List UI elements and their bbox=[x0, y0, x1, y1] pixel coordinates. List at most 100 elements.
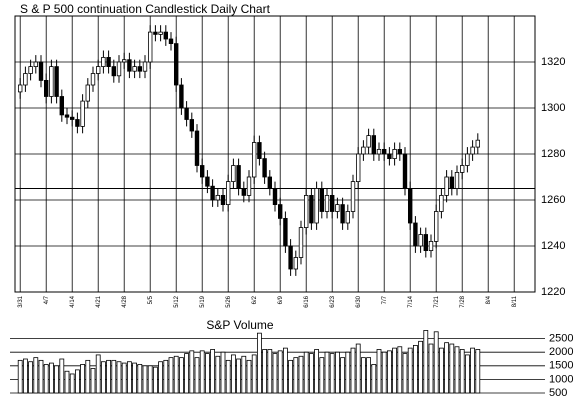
candle-body bbox=[184, 107, 189, 120]
volume-bar bbox=[106, 359, 111, 394]
candle-body bbox=[470, 146, 475, 155]
candle-body bbox=[122, 59, 127, 63]
candle-body bbox=[220, 194, 226, 205]
volume-bar bbox=[246, 359, 252, 394]
volume-bar bbox=[168, 357, 174, 394]
volume-bar bbox=[475, 349, 481, 394]
candle-body bbox=[329, 194, 335, 212]
candle-body bbox=[163, 31, 168, 40]
candle-body bbox=[371, 135, 376, 155]
volume-bar bbox=[90, 368, 96, 394]
y-tick-label: 1280 bbox=[541, 148, 565, 160]
candle-body bbox=[153, 31, 158, 35]
x-tick-label: 8/4 bbox=[486, 295, 492, 304]
volume-bar bbox=[454, 346, 460, 394]
volume-bar bbox=[402, 353, 408, 394]
candle-body bbox=[459, 165, 465, 173]
candle-body bbox=[127, 59, 132, 72]
candle-body bbox=[215, 194, 220, 201]
candle-body bbox=[324, 194, 330, 212]
volume-bar bbox=[33, 357, 39, 394]
candle-body bbox=[361, 146, 366, 155]
volume-bar bbox=[59, 358, 65, 394]
y-tick-label: 1500 bbox=[549, 360, 573, 372]
volume-bar bbox=[64, 370, 70, 394]
x-tick-label: 7/14 bbox=[408, 295, 414, 307]
candle-body bbox=[454, 171, 460, 189]
volume-bar bbox=[147, 365, 153, 394]
candle-body bbox=[59, 96, 64, 116]
volume-bar bbox=[464, 354, 470, 394]
candle-body bbox=[70, 116, 75, 120]
y-tick-label: 1260 bbox=[541, 194, 565, 206]
candle-body bbox=[277, 204, 283, 219]
volume-bar bbox=[220, 351, 226, 394]
candle-body bbox=[309, 194, 314, 224]
candle-body bbox=[272, 188, 278, 206]
x-tick-label: 4/28 bbox=[122, 295, 128, 307]
volume-bar bbox=[293, 357, 299, 394]
x-tick-label: 7/21 bbox=[434, 295, 440, 307]
volume-bar bbox=[282, 347, 288, 394]
volume-bar bbox=[121, 362, 127, 394]
candle-body bbox=[111, 66, 116, 77]
volume-bar bbox=[132, 362, 138, 394]
volume-bar bbox=[69, 373, 75, 394]
volume-bar bbox=[189, 350, 195, 394]
candle-body bbox=[132, 66, 137, 72]
candle-body bbox=[428, 240, 434, 251]
candle-body bbox=[413, 222, 418, 247]
candle-body bbox=[210, 185, 215, 201]
volume-title: S&P Volume bbox=[206, 318, 273, 332]
candle-body bbox=[335, 204, 340, 212]
y-tick-label: 1320 bbox=[541, 56, 565, 68]
candle-body bbox=[236, 165, 241, 189]
candle-body bbox=[319, 188, 324, 212]
volume-bar bbox=[163, 359, 169, 394]
candle-body bbox=[85, 84, 90, 102]
volume-bar bbox=[423, 330, 429, 394]
candle-body bbox=[33, 61, 38, 67]
candle-body bbox=[298, 227, 304, 258]
volume-bar bbox=[142, 365, 148, 394]
volume-bar bbox=[407, 347, 413, 394]
volume-bar bbox=[355, 343, 361, 394]
candle-body bbox=[376, 148, 382, 155]
volume-bar bbox=[158, 361, 164, 394]
x-tick-label: 4/7 bbox=[44, 295, 50, 304]
volume-bar bbox=[194, 357, 200, 394]
volume-bar bbox=[210, 349, 216, 394]
volume-bar bbox=[215, 355, 221, 394]
x-tick-label: 5/26 bbox=[226, 295, 232, 307]
candle-body bbox=[257, 142, 262, 160]
volume-bar bbox=[28, 361, 34, 394]
volume-bar bbox=[350, 347, 356, 394]
candle-body bbox=[251, 142, 257, 178]
volume-bar bbox=[204, 353, 210, 394]
volume-bar bbox=[152, 366, 158, 394]
x-tick-label: 6/23 bbox=[330, 295, 336, 307]
x-tick-label: 5/12 bbox=[174, 295, 180, 307]
y-tick-label: 1240 bbox=[541, 240, 565, 252]
volume-bar bbox=[397, 346, 403, 394]
volume-bar bbox=[345, 351, 351, 394]
x-tick-label: 4/21 bbox=[96, 295, 102, 307]
volume-bar bbox=[459, 349, 465, 394]
volume-bar bbox=[340, 357, 346, 394]
volume-bar bbox=[85, 359, 91, 394]
volume-bar bbox=[272, 353, 278, 394]
volume-bar bbox=[288, 359, 294, 394]
volume-bar bbox=[298, 355, 304, 394]
candle-body bbox=[444, 176, 449, 196]
volume-bar bbox=[371, 364, 377, 394]
volume-bar bbox=[111, 359, 117, 394]
candle-body bbox=[44, 80, 49, 97]
candle-body bbox=[28, 66, 33, 74]
volume-bar bbox=[444, 342, 450, 394]
volume-bar bbox=[101, 361, 106, 394]
candle-body bbox=[397, 148, 402, 155]
candle-body bbox=[205, 176, 210, 187]
candle-body bbox=[225, 181, 231, 206]
candle-body bbox=[64, 114, 70, 118]
candle-body bbox=[106, 57, 111, 68]
